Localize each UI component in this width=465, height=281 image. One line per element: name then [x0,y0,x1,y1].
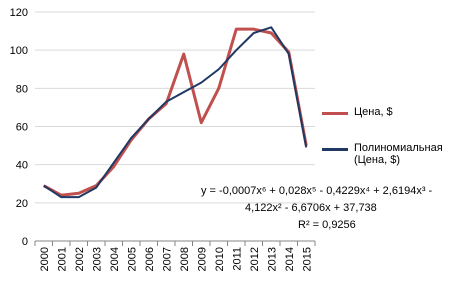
legend-label: Полиномиальная (Цена, $) [354,142,443,166]
y-tick-label: 100 [10,45,28,57]
x-tick-label: 2014 [284,247,296,271]
legend: Цена, $ Полиномиальная (Цена, $) [322,106,462,190]
legend-item: Полиномиальная (Цена, $) [322,142,462,166]
x-tick-label: 2000 [39,247,51,271]
x-tick-label: 2005 [126,247,138,271]
y-tick-label: 120 [10,7,28,19]
trendline-equation: y = -0,0007x⁶ + 0,028x⁵ - 0,4229x⁴ + 2,6… [201,185,433,197]
series-line [43,27,308,197]
y-tick-label: 60 [16,122,28,134]
legend-swatch [322,112,348,115]
x-tick-label: 2001 [56,247,68,271]
x-tick-label: 2011 [231,247,243,271]
x-tick-label: 2004 [109,247,121,271]
x-tick-label: 2009 [196,247,208,271]
x-tick-label: 2008 [179,247,191,271]
legend-item: Цена, $ [322,106,462,118]
x-tick-label: 2010 [214,247,226,271]
x-tick-label: 2003 [91,247,103,271]
series-line [43,26,308,199]
y-tick-label: 80 [16,83,28,95]
legend-label: Цена, $ [354,106,393,118]
legend-swatch [322,148,348,151]
trendline-equation: R² = 0,9256 [298,219,356,231]
x-tick-label: 2013 [266,247,278,271]
trendline-equation: 4,122x² - 6,6706x + 37,738 [245,202,377,214]
y-tick-label: 20 [16,198,28,210]
x-tick-label: 2015 [301,247,313,271]
x-tick-label: 2012 [249,247,261,271]
x-tick-label: 2002 [74,247,86,271]
x-tick-label: 2006 [144,247,156,271]
y-tick-label: 0 [22,236,28,248]
y-tick-label: 40 [16,160,28,172]
x-tick-label: 2007 [161,247,173,271]
